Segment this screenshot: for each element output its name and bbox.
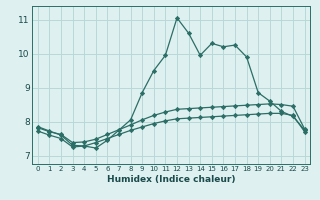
X-axis label: Humidex (Indice chaleur): Humidex (Indice chaleur)	[107, 175, 236, 184]
